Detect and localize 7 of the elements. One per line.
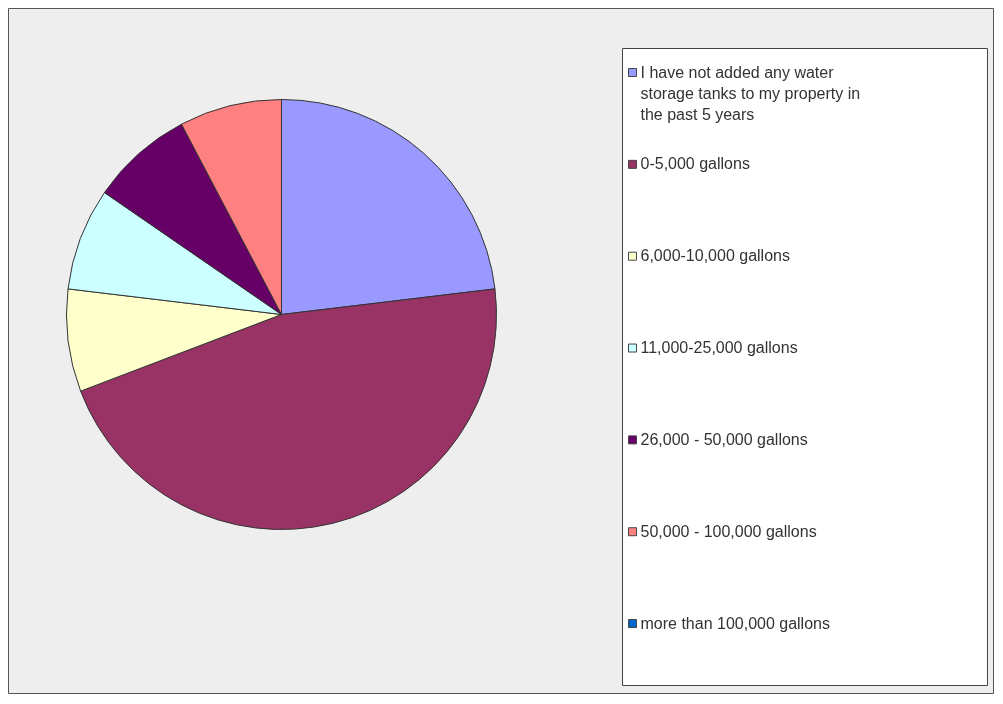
legend-label: I have not added any water storage tanks to my property in the past 5 years (640, 63, 861, 123)
legend-label: 11,000-25,000 gallons (640, 339, 798, 357)
legend-label: 26,000 - 50,000 gallons (640, 430, 808, 448)
legend-label: 50,000 - 100,000 gallons (640, 522, 817, 540)
legend-label: more than 100,000 gallons (640, 614, 830, 632)
legend-label: 0-5,000 gallons (640, 155, 750, 173)
legend-label: 6,000-10,000 gallons (640, 247, 790, 265)
